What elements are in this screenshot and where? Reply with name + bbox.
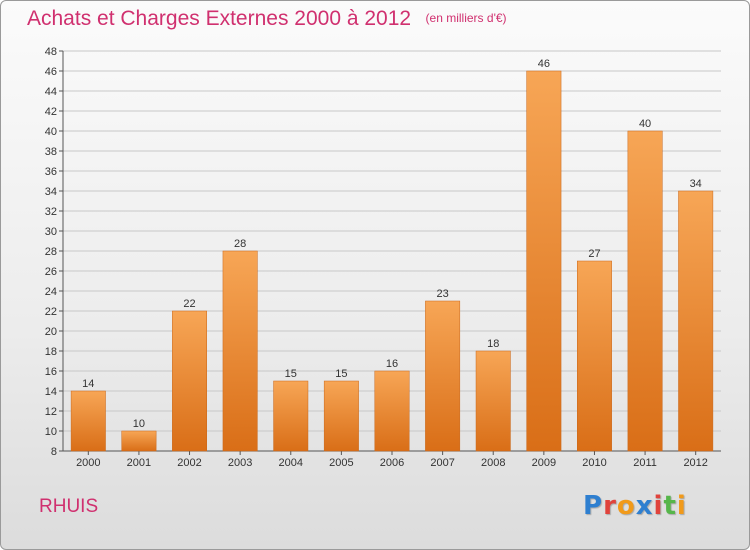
y-tick-label: 20	[45, 326, 57, 338]
x-tick-label: 2000	[76, 457, 100, 469]
y-tick-label: 42	[45, 106, 57, 118]
y-tick-label: 24	[45, 286, 57, 298]
bars	[70, 70, 714, 452]
data-label: 18	[487, 338, 499, 350]
x-tick-label: 2008	[481, 457, 505, 469]
y-tick-label: 44	[45, 86, 57, 98]
y-tick-label: 28	[45, 246, 57, 258]
x-tick-label: 2003	[228, 457, 252, 469]
y-tick-label: 40	[45, 126, 57, 138]
commune-name: RHUIS	[39, 496, 99, 517]
x-tick-label: 2004	[279, 457, 303, 469]
data-label: 46	[538, 58, 550, 70]
bar-2009[interactable]	[526, 70, 562, 452]
data-label: 15	[335, 368, 347, 380]
x-tick-label: 2001	[127, 457, 151, 469]
logo-letter: i	[653, 491, 664, 521]
data-label: 40	[639, 118, 651, 130]
bar-2010[interactable]	[577, 260, 612, 452]
proxiti-logo[interactable]: Proxiti	[583, 491, 687, 521]
bar-2006[interactable]	[374, 370, 410, 452]
y-tick-label: 22	[45, 306, 57, 318]
y-tick-label: 8	[51, 446, 57, 458]
x-tick-label: 2011	[633, 457, 657, 469]
y-tick-label: 36	[45, 166, 57, 178]
labels: 8 10 12 14 16 18 20 22 24 26 28 30 32 34 36 38 40 42 44 46 4…	[45, 46, 708, 469]
data-label: 16	[386, 358, 398, 370]
data-label: 27	[588, 248, 600, 260]
bar-2001[interactable]	[121, 430, 157, 452]
bar-2007[interactable]	[425, 300, 461, 452]
y-tick-label: 48	[45, 46, 57, 58]
x-tick-label: 2005	[329, 457, 353, 469]
y-tick-label: 32	[45, 206, 57, 218]
x-tick-label: 2006	[380, 457, 404, 469]
bar-2012[interactable]	[678, 190, 714, 452]
logo-letter: o	[616, 491, 636, 521]
y-tick-label: 30	[45, 226, 57, 238]
x-tick-label: 2002	[177, 457, 201, 469]
y-tick-label: 12	[45, 406, 57, 418]
x-tick-label: 2010	[582, 457, 606, 469]
bar-2002[interactable]	[172, 310, 207, 452]
title-row: Achats et Charges Externes 2000 à 2012 (…	[27, 7, 507, 31]
x-tick-label: 2012	[683, 457, 707, 469]
data-label: 23	[436, 288, 448, 300]
y-tick-label: 38	[45, 146, 57, 158]
bar-2003[interactable]	[222, 250, 258, 452]
chart-title: Achats et Charges Externes 2000 à 2012	[27, 7, 412, 30]
bar-2000[interactable]	[70, 390, 106, 452]
bar-2004[interactable]	[273, 380, 309, 452]
logo-letter: P	[583, 491, 604, 521]
x-tick-label: 2009	[532, 457, 556, 469]
logo-letter: i	[676, 491, 687, 521]
y-tick-label: 10	[45, 426, 57, 438]
y-tick-label: 26	[45, 266, 57, 278]
data-label: 22	[183, 298, 195, 310]
logo-letter: t	[663, 491, 677, 521]
bar-2005[interactable]	[323, 380, 359, 452]
data-label: 15	[285, 368, 297, 380]
y-tick-label: 14	[45, 386, 57, 398]
logo-letter: r	[603, 491, 617, 521]
bar-2008[interactable]	[475, 350, 511, 452]
data-label: 34	[690, 178, 702, 190]
data-label: 10	[133, 418, 145, 430]
y-tick-label: 16	[45, 366, 57, 378]
logo-letter: x	[635, 491, 654, 521]
x-tick-label: 2007	[430, 457, 454, 469]
data-label: 14	[82, 378, 94, 390]
data-label: 28	[234, 238, 246, 250]
y-tick-label: 34	[45, 186, 57, 198]
y-tick-label: 46	[45, 66, 57, 78]
bar-2011[interactable]	[627, 130, 663, 452]
chart-subtitle: (en milliers d'€)	[425, 11, 507, 25]
y-tick-label: 18	[45, 346, 57, 358]
